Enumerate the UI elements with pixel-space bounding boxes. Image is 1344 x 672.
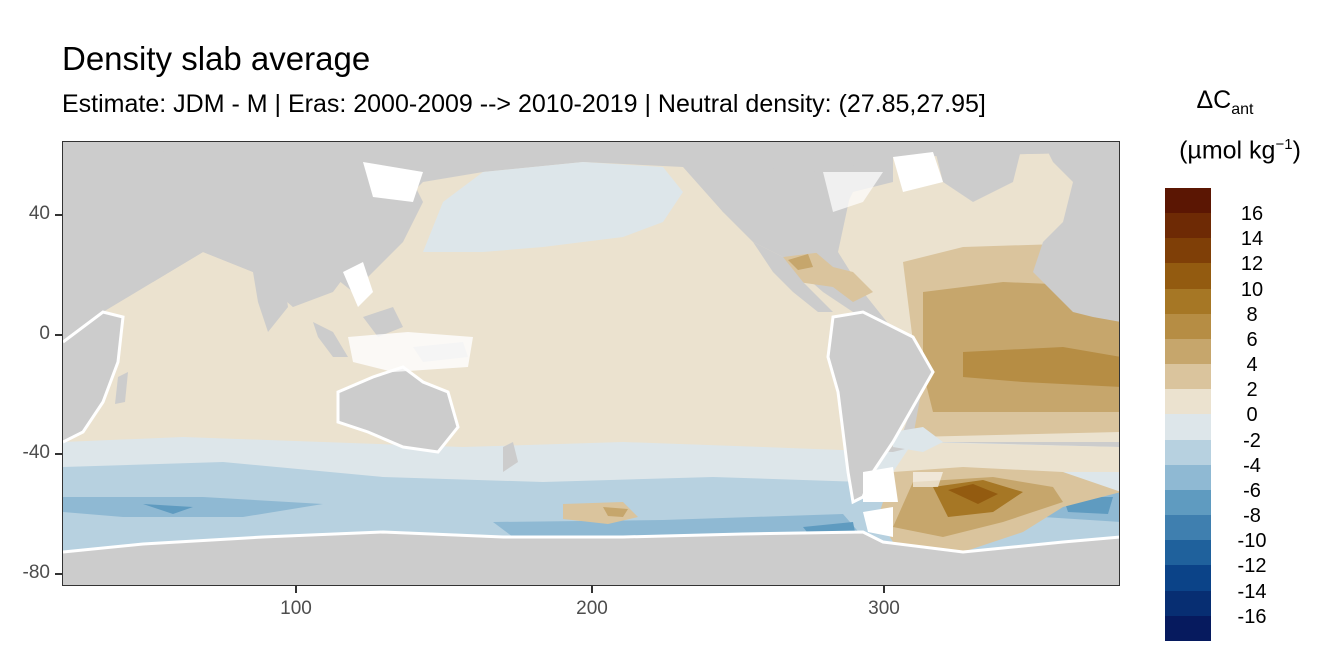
legend-color-swatch — [1165, 288, 1211, 314]
land-africa-east — [63, 312, 123, 442]
land-madagascar — [115, 372, 128, 404]
x-tick — [883, 586, 885, 593]
legend-title-line2: (µmol kg−1) — [1160, 136, 1320, 165]
land-india — [253, 272, 288, 332]
legend-label: 10 — [1240, 278, 1264, 301]
legend-color-swatch — [1165, 364, 1211, 390]
legend-label: -4 — [1243, 454, 1261, 477]
legend-color-swatch — [1165, 213, 1211, 239]
atlantic-pale-blue — [893, 427, 943, 452]
legend-color-swatch — [1165, 414, 1211, 440]
south-pacific-tan-patch-2 — [603, 507, 628, 517]
legend-color-swatch — [1165, 464, 1211, 490]
legend-color-swatch — [1165, 439, 1211, 465]
y-tick — [55, 573, 62, 575]
y-tick-label: -80 — [22, 562, 50, 583]
legend-color-swatch — [1165, 238, 1211, 264]
land-new-zealand — [503, 442, 518, 472]
south-atlantic-tan-10 — [948, 484, 998, 504]
legend-label: 4 — [1246, 354, 1258, 377]
white-argentina-shelf — [863, 467, 898, 502]
legend-label: -2 — [1243, 429, 1261, 452]
white-north-pacific — [363, 162, 423, 202]
legend-label: -8 — [1243, 505, 1261, 528]
legend-color-swatch — [1165, 565, 1211, 591]
coast-antarctica — [63, 530, 1119, 554]
legend-label: 8 — [1246, 303, 1258, 326]
white-indonesia — [348, 332, 473, 372]
chart-title: Density slab average — [62, 40, 371, 77]
legend-color-swatch — [1165, 263, 1211, 289]
legend-label: 14 — [1240, 228, 1264, 251]
y-tick — [55, 334, 62, 336]
y-tick — [55, 453, 62, 455]
legend-title-symbol: ΔC — [1196, 86, 1232, 114]
legend-color-swatch — [1165, 188, 1211, 214]
y-tick-label: -40 — [22, 442, 50, 463]
land-sumatra — [313, 322, 348, 357]
atlantic-pale — [893, 442, 1119, 472]
y-tick-label: 0 — [39, 323, 50, 344]
y-tick-label: 40 — [28, 203, 50, 224]
legend-title-unit: (µmol kg — [1179, 136, 1276, 165]
legend-label: 2 — [1246, 379, 1258, 402]
legend-label: -14 — [1237, 580, 1267, 603]
atlantic-tan-6 — [963, 347, 1119, 387]
white-north-atlantic — [893, 152, 943, 192]
x-tick-label: 100 — [280, 598, 312, 619]
x-tick-label: 300 — [868, 598, 900, 619]
legend-color-swatch — [1165, 540, 1211, 566]
legend-color-swatch — [1165, 515, 1211, 541]
land-antarctica — [63, 532, 1119, 585]
ocean-map — [63, 142, 1119, 585]
legend-color-swatch — [1165, 389, 1211, 415]
white-patches — [343, 152, 943, 537]
legend-color-swatch — [1165, 590, 1211, 616]
land-greenland — [933, 142, 1023, 202]
land-europe-africa-right — [1033, 142, 1119, 322]
legend-color-swatch — [1165, 338, 1211, 365]
y-tick — [55, 214, 62, 216]
legend-title-line1: ΔCant — [1170, 86, 1280, 119]
legend-label: 16 — [1240, 203, 1264, 225]
white-asia-coast — [343, 262, 373, 307]
land-arctic — [63, 142, 1119, 172]
legend-label: -6 — [1243, 479, 1261, 502]
white-scotia — [913, 472, 943, 487]
north-pacific-blue — [423, 162, 683, 252]
legend-title-superscript: −1 — [1275, 136, 1293, 153]
chart-subtitle: Estimate: JDM - M | Eras: 2000-2009 --> … — [62, 90, 986, 118]
land-central-america — [753, 242, 833, 312]
land-borneo — [363, 307, 403, 337]
legend-title-close: ) — [1292, 136, 1301, 165]
land-masses — [63, 142, 1119, 585]
map-panel — [62, 141, 1120, 586]
x-tick — [295, 586, 297, 593]
legend-color-swatch — [1165, 615, 1211, 641]
legend-label: 6 — [1246, 328, 1258, 351]
southern-ocean-blue — [143, 504, 193, 514]
x-tick — [591, 586, 593, 593]
legend-colorbar — [1165, 188, 1211, 641]
legend-color-swatch — [1165, 489, 1211, 516]
land-eurasia-africa — [63, 147, 423, 342]
white-ross-sea — [863, 507, 893, 537]
south-pacific-tan-patch — [563, 502, 638, 524]
white-canada — [823, 172, 883, 212]
x-tick-label: 200 — [576, 598, 608, 619]
legend-label: 0 — [1246, 404, 1258, 427]
ocean-neutral-region — [63, 162, 923, 502]
legend-label: -16 — [1237, 605, 1267, 628]
gulf-tan-4 — [788, 254, 813, 270]
legend-label: -12 — [1237, 555, 1267, 578]
legend-label: 12 — [1240, 253, 1264, 276]
legend-label: -10 — [1237, 530, 1267, 553]
legend-title-subscript: ant — [1231, 101, 1254, 118]
legend-color-swatch — [1165, 313, 1211, 339]
coast-africa — [63, 310, 125, 444]
land-south-america — [828, 312, 933, 502]
